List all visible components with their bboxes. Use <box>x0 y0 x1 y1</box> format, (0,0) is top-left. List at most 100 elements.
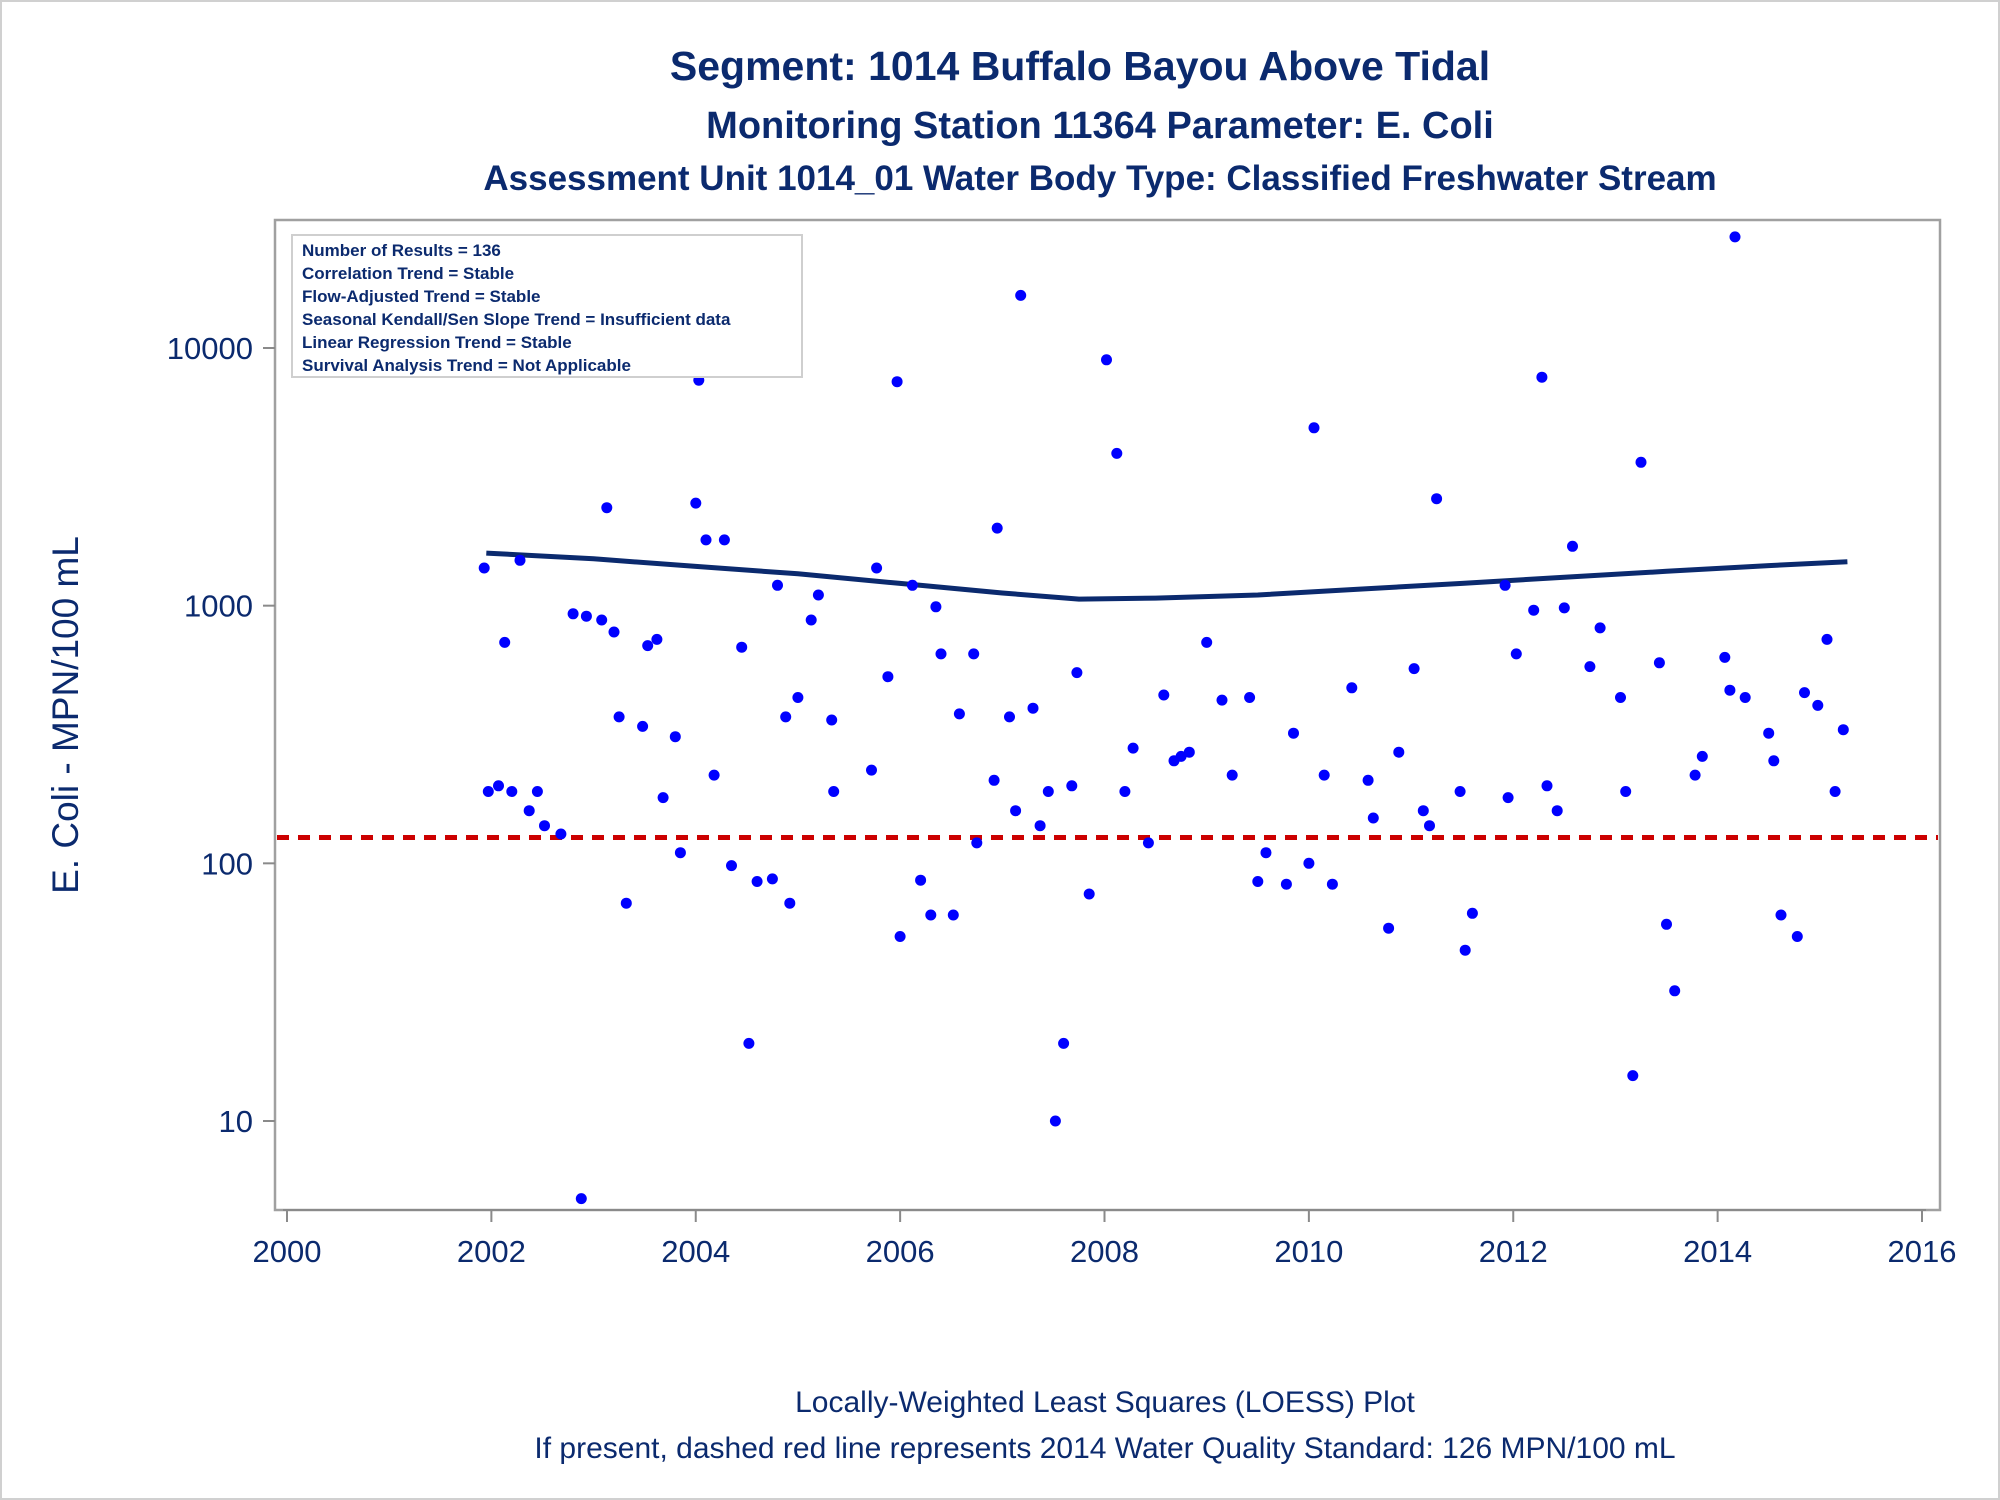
data-point <box>1584 661 1596 673</box>
data-point <box>1837 724 1849 736</box>
data-point <box>1127 742 1139 754</box>
data-point <box>1288 727 1299 739</box>
data-point <box>828 786 840 797</box>
data-point <box>1424 820 1435 832</box>
data-point <box>493 780 504 792</box>
data-point <box>726 860 737 872</box>
data-point <box>1719 651 1731 663</box>
data-point <box>1183 746 1195 758</box>
chart-subtitle: Monitoring Station 11364 Parameter: E. C… <box>706 105 1494 147</box>
data-point <box>1499 579 1511 591</box>
data-point <box>991 522 1003 534</box>
data-point <box>1567 540 1578 552</box>
data-point <box>642 640 654 652</box>
data-point <box>1729 231 1741 243</box>
data-point <box>805 614 817 626</box>
data-point <box>1528 604 1540 616</box>
x-tick-label: 2016 <box>1888 1234 1957 1269</box>
data-point <box>608 626 620 638</box>
data-point <box>1393 746 1405 758</box>
plot-area <box>273 218 1942 1212</box>
data-point <box>1362 774 1374 786</box>
data-point <box>1280 878 1292 890</box>
loess-trend-line <box>486 550 1848 602</box>
data-point <box>784 897 796 909</box>
data-point <box>555 828 567 840</box>
data-point <box>1510 648 1522 660</box>
data-point <box>1367 812 1379 824</box>
data-point <box>1101 354 1112 366</box>
data-point <box>1083 888 1095 900</box>
data-point <box>514 554 526 566</box>
data-point <box>690 497 702 509</box>
data-point <box>1326 878 1338 890</box>
y-axis: 10 100 1000 10000 <box>167 331 275 1139</box>
data-point <box>1791 931 1803 942</box>
data-point <box>906 579 918 591</box>
data-point <box>1775 909 1787 921</box>
data-point <box>1042 786 1054 797</box>
data-point <box>736 641 748 653</box>
x-tick-label: 2004 <box>661 1234 730 1269</box>
data-point <box>506 786 518 797</box>
data-point <box>930 601 942 613</box>
data-point <box>1466 907 1478 919</box>
data-point <box>871 562 883 574</box>
data-point <box>1768 755 1780 767</box>
data-point <box>1252 876 1264 887</box>
inset-number-of-results: Number of Results = 136 <box>302 241 501 260</box>
data-point <box>1058 1037 1070 1049</box>
data-point <box>1594 622 1606 634</box>
data-point <box>1027 702 1039 714</box>
footnote-standard: If present, dashed red line represents 2… <box>534 1432 1675 1465</box>
chart-title: Segment: 1014 Buffalo Bayou Above Tidal <box>670 43 1490 89</box>
data-point <box>1669 985 1681 997</box>
data-point <box>1551 805 1563 817</box>
footnote-loess: Locally-Weighted Least Squares (LOESS) P… <box>795 1386 1415 1419</box>
data-point <box>751 876 763 887</box>
data-point <box>1417 805 1429 817</box>
data-point <box>1696 750 1708 762</box>
data-point <box>1536 371 1548 383</box>
data-point <box>1216 694 1228 706</box>
data-point <box>1541 780 1553 792</box>
inset-linear-regression-trend: Linear Regression Trend = Stable <box>302 333 572 352</box>
data-point <box>1763 727 1775 739</box>
data-point <box>700 534 712 546</box>
data-point <box>1454 786 1466 797</box>
y-axis-label: E. Coli - MPN/100 mL <box>45 536 86 894</box>
data-point <box>718 534 730 546</box>
data-point <box>1653 657 1665 669</box>
data-point <box>971 837 983 849</box>
data-point <box>882 671 894 683</box>
data-point <box>651 633 663 645</box>
y-tick-label: 1000 <box>184 589 253 624</box>
data-point <box>812 589 824 601</box>
x-tick-label: 2006 <box>866 1234 935 1269</box>
data-point <box>1071 667 1083 679</box>
data-point <box>1004 711 1015 723</box>
x-tick-label: 2002 <box>457 1234 526 1269</box>
data-point <box>478 562 490 574</box>
y-tick-label: 10 <box>219 1104 253 1139</box>
data-point <box>988 774 1000 786</box>
data-point <box>669 731 681 743</box>
data-point <box>1799 687 1810 699</box>
data-point <box>1175 750 1187 762</box>
data-point <box>1119 786 1131 797</box>
data-point <box>1635 456 1647 468</box>
data-point <box>1066 780 1078 792</box>
inset-correlation-trend: Correlation Trend = Stable <box>302 264 514 283</box>
data-point <box>596 614 608 626</box>
data-point <box>674 847 686 859</box>
data-point <box>792 692 804 703</box>
data-point <box>1821 633 1833 645</box>
data-point <box>968 648 980 660</box>
stats-inset: Number of Results = 136 Correlation Tren… <box>291 234 803 378</box>
data-point <box>1615 692 1626 703</box>
data-point <box>1111 447 1123 459</box>
data-point <box>1812 699 1824 711</box>
data-point <box>915 874 927 886</box>
data-point <box>1244 692 1256 703</box>
